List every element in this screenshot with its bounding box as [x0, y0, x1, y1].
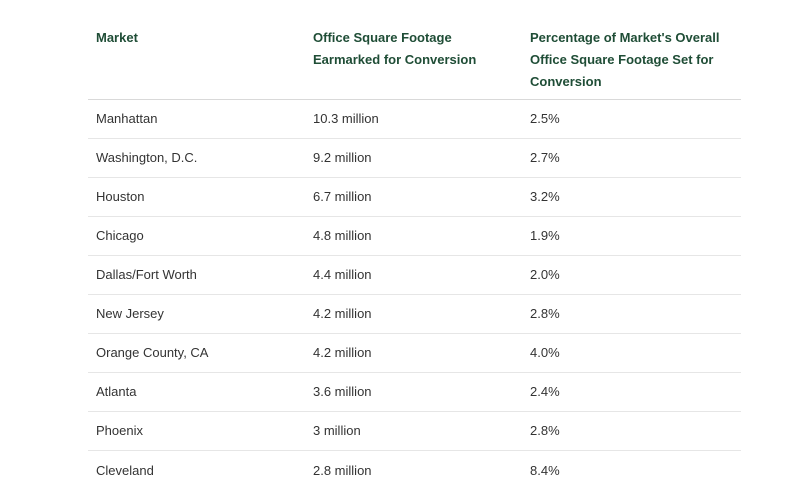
footage-cell: 4.2 million [313, 345, 372, 360]
footage-cell: 4.2 million [313, 306, 372, 321]
market-cell: New Jersey [96, 306, 164, 321]
footage-cell: 4.4 million [313, 267, 372, 282]
footage-cell: 2.8 million [313, 462, 372, 478]
table-row: Manhattan 10.3 million 2.5% [88, 100, 741, 139]
table-row: Phoenix 3 million 2.8% [88, 412, 741, 451]
table-row: Washington, D.C. 9.2 million 2.7% [88, 139, 741, 178]
table-row: Houston 6.7 million 3.2% [88, 178, 741, 217]
percentage-cell: 2.0% [530, 267, 560, 282]
percentage-cell: 2.4% [530, 384, 560, 399]
percentage-cell: 1.9% [530, 228, 560, 243]
market-cell: Chicago [96, 228, 144, 243]
table-row: Orange County, CA 4.2 million 4.0% [88, 334, 741, 373]
footage-cell: 10.3 million [313, 111, 379, 126]
header-square-footage: Office Square Footage Earmarked for Conv… [313, 30, 477, 67]
percentage-cell: 2.8% [530, 306, 560, 321]
table-row: Cleveland 2.8 million 8.4% [88, 451, 741, 490]
market-cell: Washington, D.C. [96, 150, 198, 165]
footage-cell: 3.6 million [313, 384, 372, 399]
market-cell: Dallas/Fort Worth [96, 267, 197, 282]
table-row: New Jersey 4.2 million 2.8% [88, 295, 741, 334]
footage-cell: 9.2 million [313, 150, 372, 165]
conversion-table: Market Office Square Footage Earmarked f… [88, 0, 741, 490]
market-cell: Manhattan [96, 111, 158, 126]
table-row: Dallas/Fort Worth 4.4 million 2.0% [88, 256, 741, 295]
header-percentage: Percentage of Market's Overall Office Sq… [530, 30, 720, 89]
market-cell: Atlanta [96, 384, 137, 399]
table-row: Chicago 4.8 million 1.9% [88, 217, 741, 256]
percentage-cell: 2.8% [530, 423, 560, 438]
footage-cell: 4.8 million [313, 228, 372, 243]
percentage-cell: 2.5% [530, 111, 560, 126]
market-cell: Cleveland [96, 462, 154, 478]
header-market: Market [96, 30, 138, 45]
percentage-cell: 2.7% [530, 150, 560, 165]
table-row: Atlanta 3.6 million 2.4% [88, 373, 741, 412]
market-cell: Orange County, CA [96, 345, 209, 360]
table-header-row: Market Office Square Footage Earmarked f… [88, 0, 741, 100]
market-cell: Phoenix [96, 423, 143, 438]
footage-cell: 6.7 million [313, 189, 372, 204]
percentage-cell: 4.0% [530, 345, 560, 360]
percentage-cell: 3.2% [530, 189, 560, 204]
percentage-cell: 8.4% [530, 462, 560, 478]
market-cell: Houston [96, 189, 145, 204]
footage-cell: 3 million [313, 423, 361, 438]
